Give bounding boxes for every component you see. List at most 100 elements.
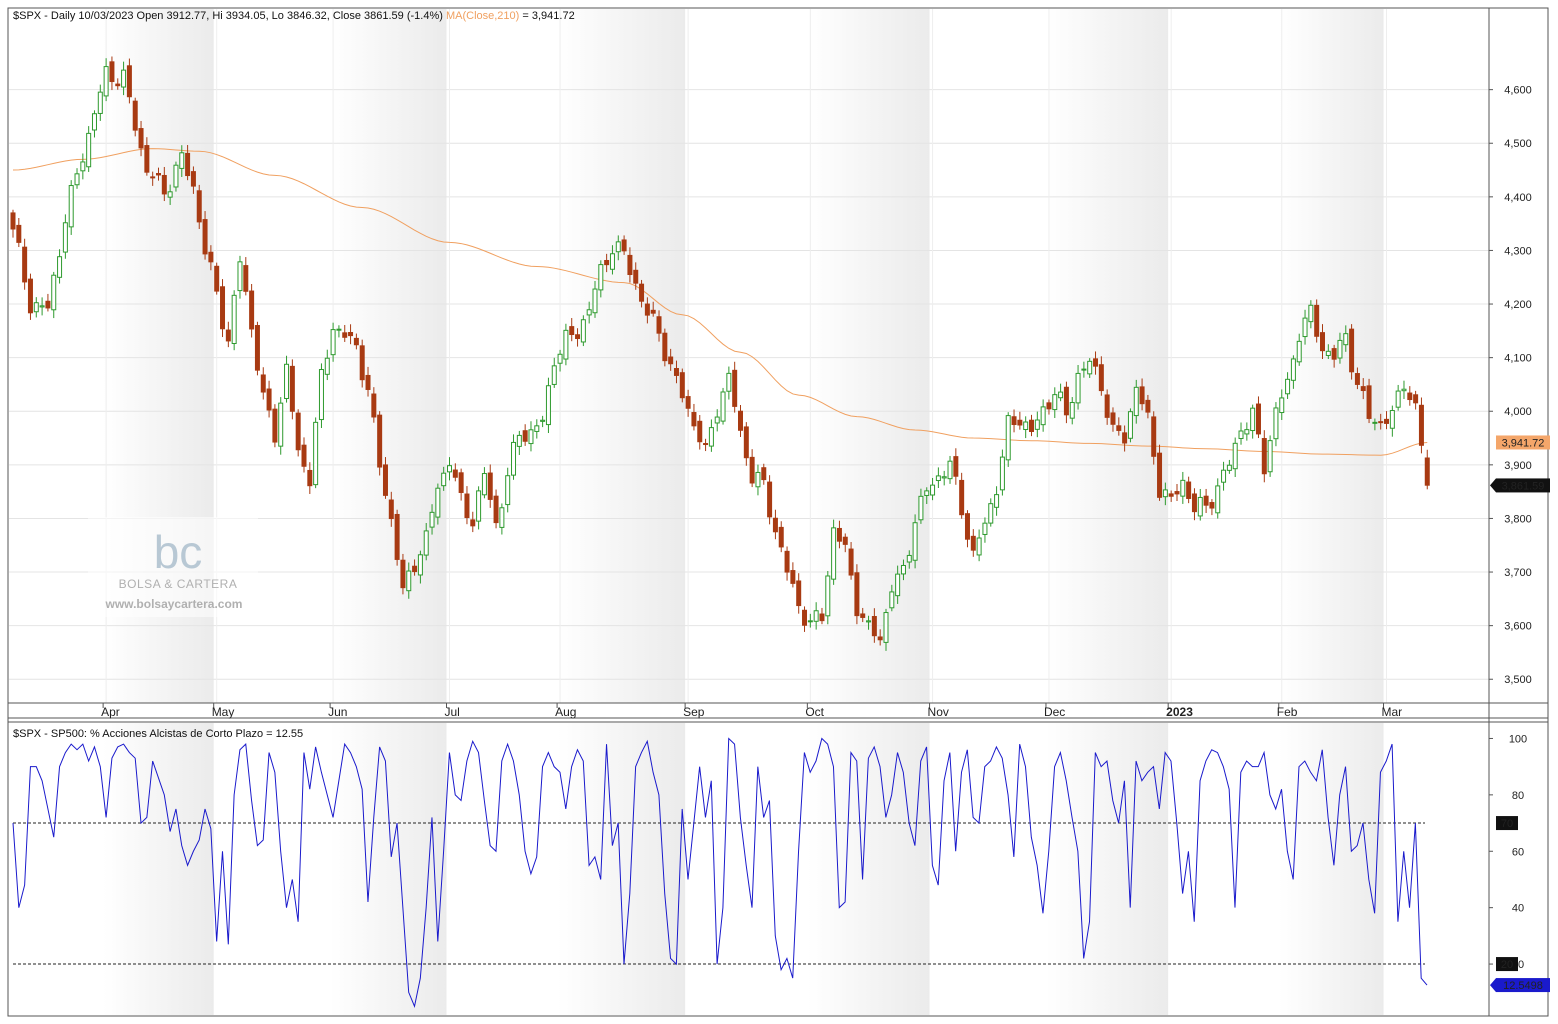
candle-up: [1308, 304, 1314, 323]
candle-up: [62, 222, 68, 253]
candle-down: [289, 365, 295, 412]
indicator-tick-label: 60: [1512, 846, 1524, 858]
candle-up: [831, 527, 837, 580]
candle-up: [1244, 429, 1250, 435]
candle-up: [103, 66, 109, 97]
candle-down: [307, 469, 313, 487]
candle-down: [452, 469, 458, 478]
candle-down: [348, 332, 354, 337]
candle-up: [476, 490, 482, 522]
candle-down: [1116, 425, 1122, 431]
price-tick-label: 4,200: [1504, 299, 1532, 311]
candle-up: [1389, 410, 1395, 429]
candle-up: [1162, 489, 1168, 498]
candle-up: [615, 241, 621, 253]
candle-up: [39, 305, 45, 308]
candle-down: [790, 570, 796, 584]
candle-up: [1250, 407, 1256, 432]
candle-down: [1110, 412, 1116, 425]
month-band-lower: [330, 723, 447, 1015]
candle-down: [243, 265, 249, 292]
candle-up: [284, 363, 290, 400]
indicator-tick-label: 100: [1509, 733, 1527, 745]
candle-up: [755, 471, 761, 488]
candle-up: [1005, 415, 1011, 461]
candle-up: [121, 69, 127, 88]
candle-down: [1203, 495, 1209, 506]
candle-up: [557, 353, 563, 364]
candle-down: [1063, 386, 1069, 416]
watermark-logo-icon: bc: [154, 526, 203, 578]
candle-up: [516, 434, 522, 447]
ref-70-label: 70: [1496, 816, 1518, 831]
price-tick-label: 3,500: [1504, 674, 1532, 686]
candle-up: [51, 274, 57, 311]
month-label: Mar: [1382, 705, 1403, 719]
candle-up: [1337, 339, 1343, 359]
candle-down: [575, 334, 581, 340]
month-band-lower: [103, 723, 214, 1015]
candle-up: [563, 329, 569, 360]
candle-up: [1325, 350, 1331, 356]
price-tick-label: 3,900: [1504, 460, 1532, 472]
indicator-value-label-arrow: [1490, 978, 1496, 993]
candle-down: [691, 412, 697, 427]
candle-up: [237, 261, 243, 292]
candle-up: [720, 391, 726, 422]
indicator-tick-label: 40: [1512, 903, 1524, 915]
ref-20-label-box: [1496, 957, 1518, 972]
month-label: Feb: [1277, 705, 1298, 719]
candle-up: [988, 503, 994, 524]
candle-down: [848, 548, 854, 576]
candle-up: [941, 476, 947, 479]
candle-up: [1052, 394, 1058, 411]
candle-up: [179, 152, 185, 169]
candle-down: [673, 368, 679, 376]
candle-down: [1029, 419, 1034, 432]
candle-down: [1331, 348, 1337, 360]
candle-up: [481, 473, 487, 496]
indicator-value-label-box: [1496, 978, 1550, 993]
candle-up: [511, 441, 517, 476]
candle-up: [1302, 317, 1308, 338]
month-label: May: [212, 705, 235, 719]
candle-down: [464, 493, 470, 519]
candle-up: [551, 365, 557, 385]
month-label: Jul: [445, 705, 460, 719]
candle-down: [772, 517, 778, 533]
candle-up: [1058, 391, 1064, 399]
candle-down: [359, 345, 365, 381]
candle-down: [767, 481, 773, 518]
candle-down: [458, 472, 464, 493]
candle-up: [545, 385, 551, 426]
candle-up: [1180, 479, 1186, 497]
price-tick-label: 4,600: [1504, 85, 1532, 97]
price-tick-label: 4,100: [1504, 353, 1532, 365]
candle-up: [1081, 368, 1087, 371]
price-tick-label: 4,300: [1504, 245, 1532, 257]
candle-down: [493, 495, 499, 524]
candle-down: [470, 519, 476, 527]
candle-down: [679, 372, 685, 399]
candle-down: [778, 526, 784, 548]
candle-up: [534, 425, 540, 432]
candle-down: [522, 430, 528, 442]
candle-down: [377, 414, 383, 468]
candle-down: [225, 329, 231, 342]
candle-down: [1407, 392, 1413, 401]
candle-down: [1366, 385, 1372, 419]
ma-header-label: MA(Close,210): [446, 10, 519, 22]
candle-up: [1069, 402, 1075, 419]
candle-down: [394, 513, 400, 560]
indicator-tick-label: 80: [1512, 790, 1524, 802]
candle-up: [999, 456, 1005, 491]
candle-down: [22, 246, 28, 283]
month-label: Oct: [805, 705, 824, 719]
candle-up: [866, 620, 872, 623]
month-band-upper: [1278, 9, 1384, 703]
candle-up: [609, 253, 615, 270]
candle-down: [126, 65, 132, 98]
candle-up: [906, 554, 912, 563]
